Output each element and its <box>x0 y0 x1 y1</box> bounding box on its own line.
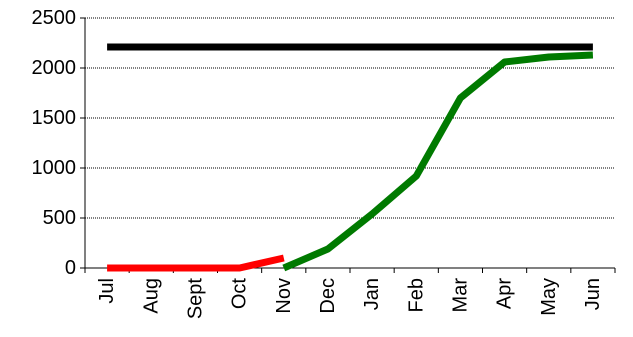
y-tick-label: 2000 <box>32 57 77 79</box>
x-tick-label: Sept <box>184 278 206 320</box>
x-tick-label: Jan <box>361 278 383 310</box>
y-tick-label: 500 <box>43 207 76 229</box>
x-tick-labels: Jul Aug Sept Oct Nov Dec Jan Feb Mar Apr May Jun <box>96 278 604 320</box>
x-tick-label: Dec <box>317 278 339 314</box>
series-line <box>282 51 594 272</box>
series-line <box>107 254 285 272</box>
gridlines <box>85 17 615 219</box>
y-tick-label: 2500 <box>32 7 77 29</box>
series-lines <box>107 43 594 272</box>
x-tick-label: Oct <box>229 278 251 310</box>
y-tick-label: 1500 <box>32 107 77 129</box>
x-tick-label: Mar <box>449 278 471 313</box>
x-tick-label: Apr <box>494 278 516 309</box>
y-tick-labels: 0 500 1000 1500 2000 2500 <box>32 7 77 279</box>
x-tick-label: Jun <box>582 278 604 310</box>
x-tick-label: Aug <box>140 278 162 314</box>
y-tick-label: 0 <box>65 257 76 279</box>
x-tick-label: May <box>538 278 560 316</box>
x-tick-label: Nov <box>273 278 295 314</box>
x-tick-label: Jul <box>96 278 118 304</box>
y-tick-label: 1000 <box>32 157 77 179</box>
x-tick-label: Feb <box>405 278 427 312</box>
